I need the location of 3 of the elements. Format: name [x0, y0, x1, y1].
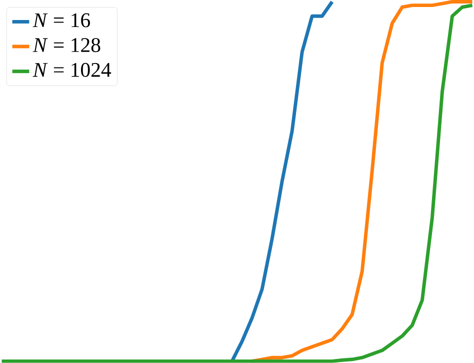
legend-label: N = 16 [32, 13, 90, 28]
legend-label: N = 128 [32, 38, 100, 52]
legend-label: N = 1024 [32, 62, 112, 77]
